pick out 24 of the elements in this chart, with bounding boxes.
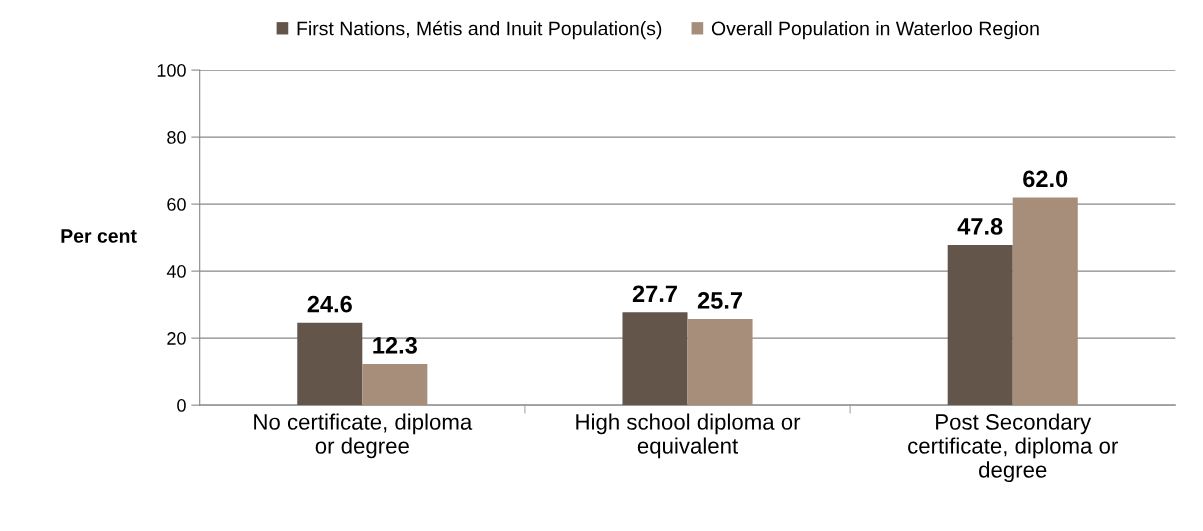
y-tick-label: 80 <box>167 131 186 144</box>
bar <box>622 312 688 406</box>
y-tick-label: 100 <box>157 64 186 77</box>
data-label: 62.0 <box>1023 170 1068 188</box>
y-tick-label: 0 <box>177 399 186 412</box>
data-label: 24.6 <box>307 295 352 313</box>
legend-label: First Nations, Métis and Inuit Population(s) <box>297 20 662 40</box>
legend-label: Overall Population in Waterloo Region <box>711 21 1039 40</box>
x-tick-label: Post Secondary certificate, diploma or degree <box>908 413 1118 483</box>
bar <box>1012 197 1078 406</box>
data-label: 25.7 <box>697 292 742 309</box>
x-tick-label: High school diploma or equivalent <box>576 413 801 459</box>
x-tick-label: No certificate, diploma or degree <box>254 413 473 459</box>
data-label: 47.8 <box>957 218 1003 235</box>
y-tick-label: 40 <box>166 265 186 278</box>
bar <box>687 319 753 406</box>
y-axis-title: Per cent <box>61 229 137 243</box>
y-tick-label: 60 <box>167 198 186 211</box>
bar <box>947 244 1013 406</box>
bar <box>297 322 363 406</box>
data-label: 27.7 <box>632 285 677 302</box>
data-label: 12.3 <box>373 337 417 354</box>
bar <box>362 363 428 406</box>
y-tick-label: 20 <box>167 332 186 345</box>
